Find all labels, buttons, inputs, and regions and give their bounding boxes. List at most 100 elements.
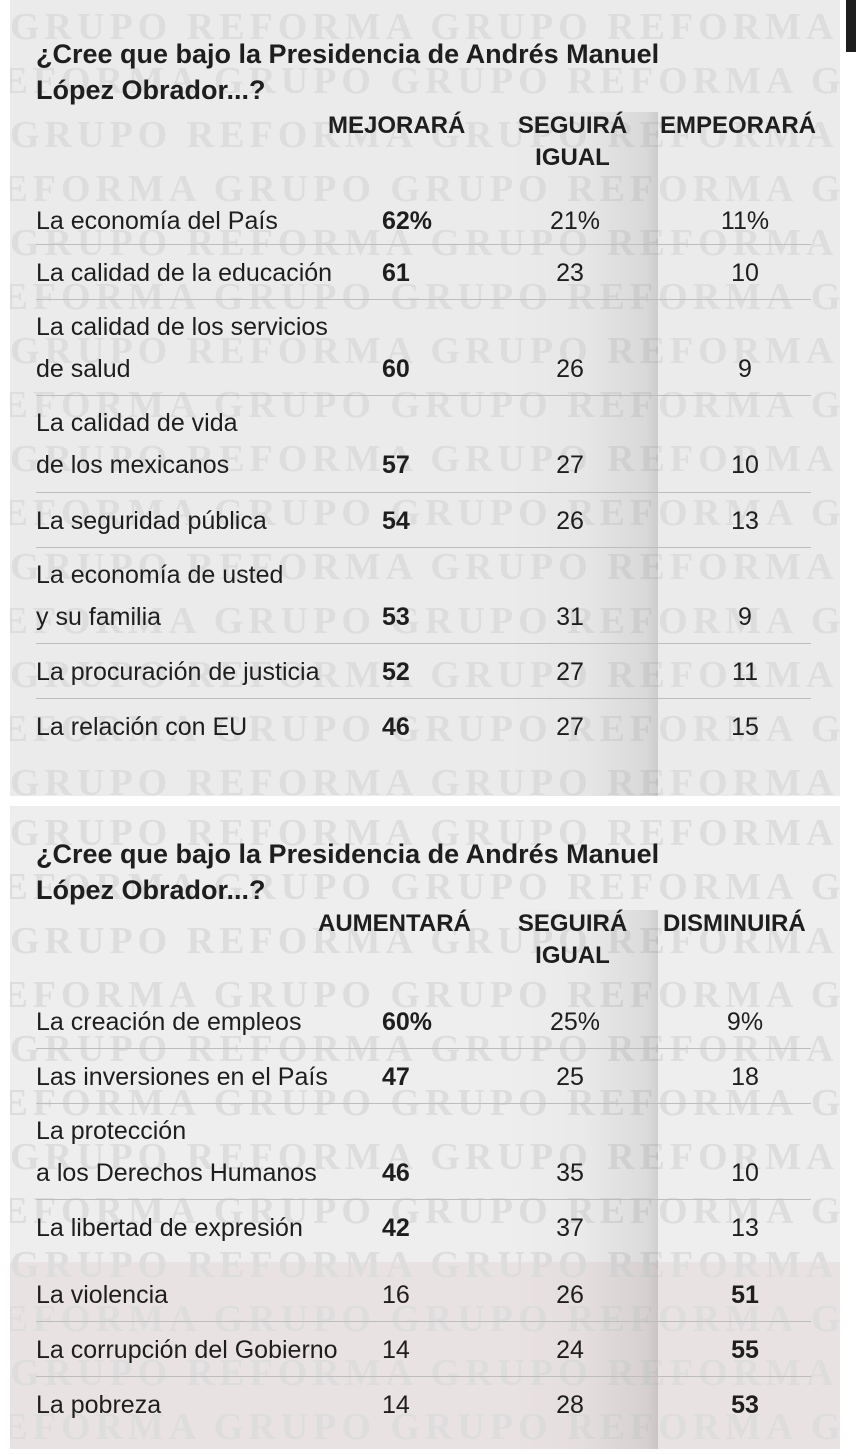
row-label: La economía de usted y su familia (36, 554, 283, 638)
row-label: La relación con EU (36, 706, 247, 748)
cell-value: 27 (556, 451, 584, 479)
table-panel-2: GRUPO REFORMA GRUPO REFORMA GRUPO REFORM… (10, 806, 840, 1449)
cell-value: 31 (556, 603, 584, 631)
cell-value: 27 (556, 658, 584, 686)
row-separator (36, 547, 811, 548)
row-label-line-2: y su familia (36, 603, 162, 631)
row-label: La calidad de la educación (36, 252, 332, 294)
table-row: La violencia 16 26 51 (10, 1268, 840, 1322)
cell-value: 14 (382, 1391, 410, 1419)
row-separator (36, 244, 811, 245)
column-header-disminuira: DISMINUIRÁ (663, 910, 806, 937)
cell-value: 42 (382, 1214, 410, 1242)
cell-value: 61 (382, 259, 410, 287)
cell-value: 55 (731, 1336, 759, 1364)
cell-value: 27 (556, 713, 584, 741)
right-edge (840, 0, 860, 1454)
table-row: La economía de usted y su familia 53 31 9 (10, 548, 840, 644)
row-label: La creación de empleos (36, 1001, 301, 1043)
table-row: La seguridad pública 54 26 13 (10, 493, 840, 548)
cell-value: 51 (731, 1281, 759, 1309)
table-panel-1: GRUPO REFORMA GRUPO REFORMA GRUPO REFORM… (10, 0, 840, 796)
row-label-line-1: La calidad de la educación (36, 259, 333, 287)
row-separator (36, 1048, 811, 1049)
column-header-seguira-igual: SEGUIRÁ IGUAL (510, 908, 635, 972)
table-row: La calidad de vida de los mexicanos 57 27 10 (10, 396, 840, 493)
column-header-seguira-igual: SEGUIRÁ IGUAL (510, 110, 635, 174)
table-row: La pobreza 14 28 53 (10, 1377, 840, 1432)
row-label: La procuración de justicia (36, 651, 320, 693)
cell-value: 47 (382, 1063, 410, 1091)
cell-value: 37 (556, 1214, 584, 1242)
row-separator (36, 643, 811, 644)
cell-value: 9% (726, 1008, 764, 1036)
table-row: La procuración de justicia 52 27 11 (10, 644, 840, 699)
cell-value: 21% (550, 207, 601, 235)
scrollbar-thumb[interactable] (846, 0, 856, 52)
column-shade (508, 112, 658, 796)
cell-value: 60% (382, 1008, 433, 1036)
row-label: La protección a los Derechos Humanos (36, 1110, 317, 1194)
row-separator (36, 1376, 811, 1377)
row-label-line-2: de los mexicanos (36, 451, 230, 479)
row-separator (36, 395, 811, 396)
row-label-line-1: La pobreza (36, 1391, 162, 1419)
table-title: ¿Cree que bajo la Presidencia de Andrés … (36, 36, 736, 108)
cell-value: 62% (382, 207, 433, 235)
row-label-line-1: La violencia (36, 1281, 169, 1309)
row-label: La libertad de expresión (36, 1207, 303, 1249)
row-label-line-1: La protección (36, 1117, 187, 1145)
row-label-line-1: La relación con EU (36, 713, 248, 741)
row-label-line-1: La economía de usted (36, 561, 284, 589)
header-line-2: IGUAL (535, 942, 610, 969)
cell-value: 26 (556, 507, 584, 535)
cell-value: 35 (556, 1159, 584, 1187)
row-separator (36, 1103, 811, 1104)
cell-value: 14 (382, 1336, 410, 1364)
cell-value: 53 (731, 1391, 759, 1419)
table-row: La protección a los Derechos Humanos 46 35 1… (10, 1104, 840, 1200)
table-row: La corrupción del Gobierno 14 24 55 (10, 1322, 840, 1377)
table-row: La economía del País 62% 21% 11% (10, 196, 840, 245)
row-label-line-1: La economía del País (36, 207, 278, 235)
highlight-rows-background (10, 1262, 840, 1449)
header-line-1: SEGUIRÁ (517, 112, 628, 139)
row-separator (36, 698, 811, 699)
row-separator (36, 1199, 811, 1200)
cell-value: 9 (738, 603, 752, 631)
row-label: La calidad de los servicios de salud (36, 306, 328, 390)
title-line-2: López Obrador...? (36, 875, 266, 905)
column-header-aumentara: AUMENTARÁ (318, 910, 471, 937)
column-shade (508, 910, 658, 1449)
table-row: Las inversiones en el País 47 25 18 (10, 1049, 840, 1104)
row-label-line-1: La procuración de justicia (36, 658, 320, 686)
header-line-1: SEGUIRÁ (517, 910, 628, 937)
row-label: La seguridad pública (36, 500, 267, 542)
cell-value: 46 (382, 713, 410, 741)
row-label-line-1: La creación de empleos (36, 1008, 302, 1036)
row-label-line-2: a los Derechos Humanos (36, 1159, 317, 1187)
row-label: Las inversiones en el País (36, 1056, 328, 1098)
row-label-line-1: La calidad de los servicios (36, 313, 328, 341)
row-separator (36, 299, 811, 300)
cell-value: 28 (556, 1391, 584, 1419)
table-row: La relación con EU 46 27 15 (10, 699, 840, 754)
cell-value: 11% (720, 207, 770, 235)
cell-value: 13 (731, 507, 759, 535)
cell-value: 25% (550, 1008, 601, 1036)
row-label-line-2: de salud (36, 355, 131, 383)
table-row: La calidad de la educación 61 23 10 (10, 245, 840, 300)
row-label: La violencia (36, 1274, 168, 1316)
row-label: La calidad de vida de los mexicanos (36, 402, 238, 486)
cell-value: 25 (556, 1063, 584, 1091)
row-label: La pobreza (36, 1384, 161, 1426)
table-row: La libertad de expresión 42 37 13 (10, 1200, 840, 1255)
cell-value: 10 (731, 451, 759, 479)
row-label-line-1: La calidad de vida (36, 409, 238, 437)
cell-value: 26 (556, 1281, 584, 1309)
cell-value: 11 (732, 658, 758, 686)
column-header-empeorara: EMPEORARÁ (660, 112, 817, 139)
cell-value: 13 (731, 1214, 759, 1242)
title-line-2: López Obrador...? (36, 75, 266, 105)
row-label: La economía del País (36, 200, 278, 242)
